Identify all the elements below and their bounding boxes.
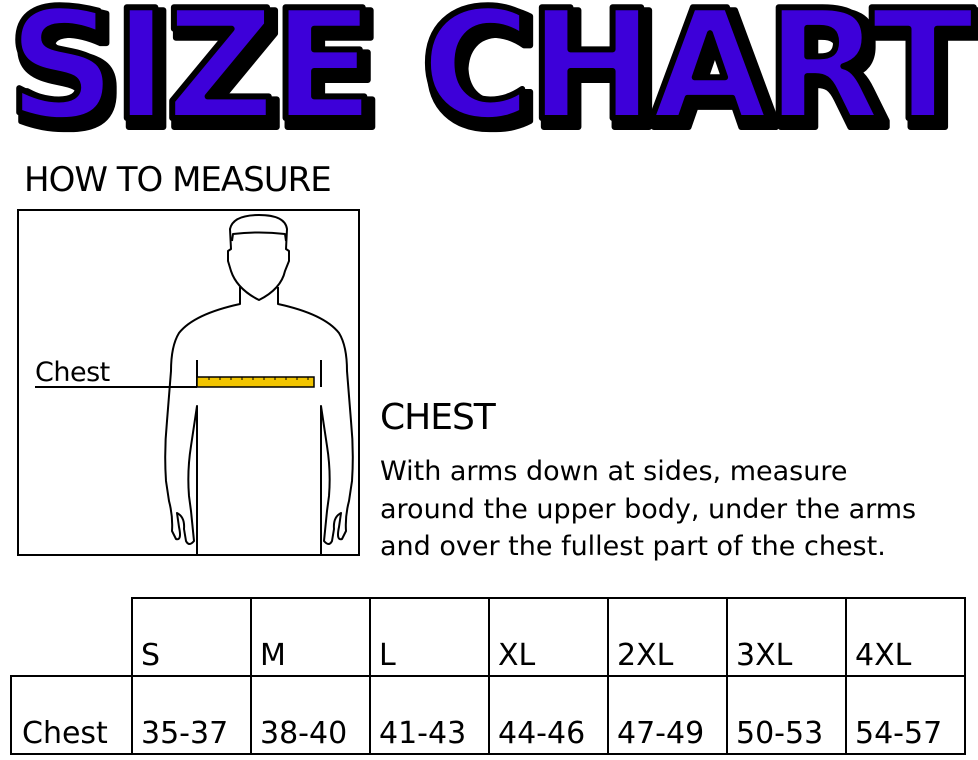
row-label-chest: Chest [10,675,133,755]
how-to-measure-heading: HOW TO MEASURE [24,160,332,200]
size-header-cell: 3XL [726,597,847,677]
chest-instructions: With arms down at sides, measure around … [380,453,978,566]
figure-chest-label: Chest [35,357,110,388]
instruction-line: around the upper body, under the arms [380,493,917,525]
chest-value-cell: 35-37 [131,675,252,755]
size-header-cell: L [369,597,490,677]
size-header-cell: S [131,597,252,677]
size-header-cell: 4XL [845,597,966,677]
body-outline-icon [35,214,354,554]
size-header-row: S M L XL 2XL 3XL 4XL [11,597,966,677]
size-chart-title: SIZE CHART [4,0,978,157]
title-text: SIZE CHART [7,0,974,154]
table-row: Chest 35-37 38-40 41-43 44-46 47-49 50-5… [10,675,966,755]
size-header-cell: M [250,597,371,677]
size-table: S M L XL 2XL 3XL 4XL Chest 35-37 38-40 4… [10,597,966,755]
chest-value-cell: 47-49 [607,675,728,755]
chest-value-cell: 41-43 [369,675,490,755]
empty-corner-cell [11,598,132,677]
size-header-cell: XL [488,597,609,677]
chest-heading: CHEST [380,397,496,438]
instruction-line: With arms down at sides, measure [380,456,848,487]
size-header-cell: 2XL [607,597,728,677]
chest-value-cell: 44-46 [488,675,609,755]
chest-value-cell: 38-40 [250,675,371,755]
chest-value-cell: 50-53 [726,675,847,755]
chest-value-cell: 54-57 [845,675,966,755]
instruction-line: and over the fullest part of the chest. [380,531,886,562]
measure-figure: Chest [17,209,360,556]
measuring-tape-icon [196,376,315,388]
